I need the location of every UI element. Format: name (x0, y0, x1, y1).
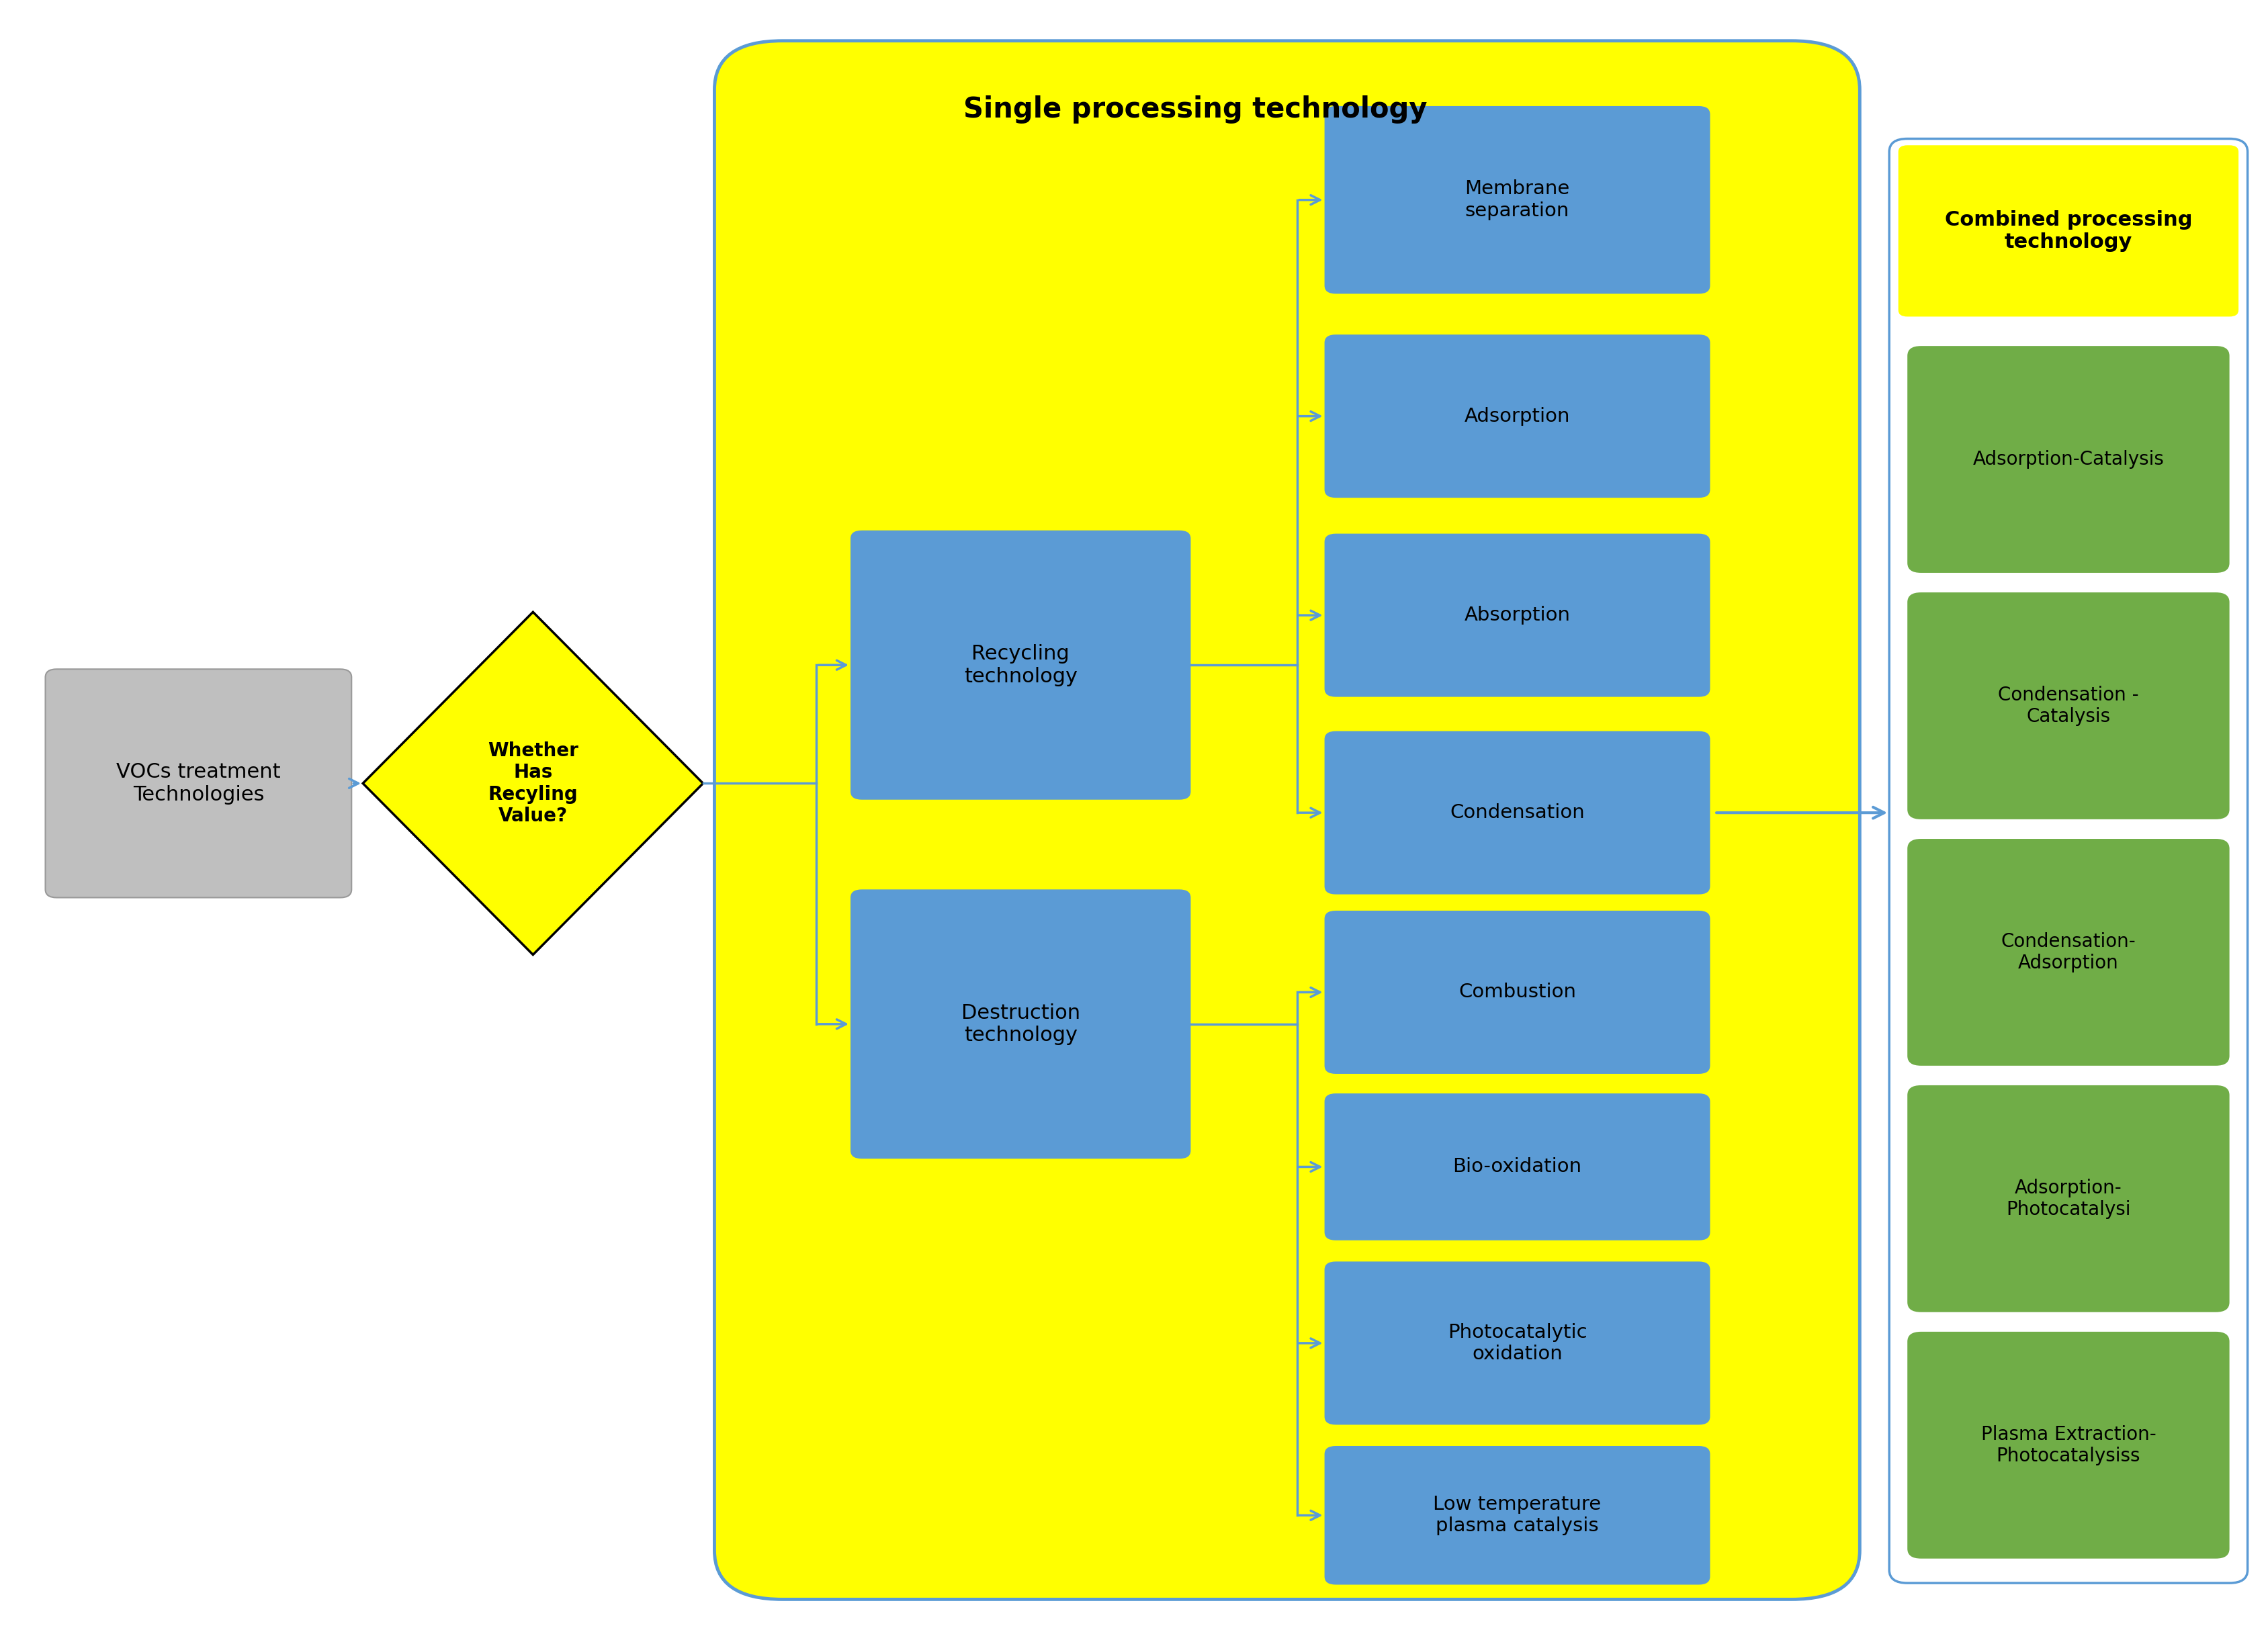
FancyBboxPatch shape (1907, 346, 2229, 573)
FancyBboxPatch shape (1325, 106, 1710, 294)
FancyBboxPatch shape (850, 889, 1191, 1159)
FancyBboxPatch shape (1889, 139, 2248, 1583)
Text: Adsorption-Catalysis: Adsorption-Catalysis (1973, 450, 2164, 468)
FancyBboxPatch shape (1325, 731, 1710, 894)
Text: Recycling
technology: Recycling technology (964, 645, 1077, 685)
Text: Plasma Extraction-
Photocatalysiss: Plasma Extraction- Photocatalysiss (1980, 1425, 2157, 1466)
Text: Adsorption-
Photocatalysi: Adsorption- Photocatalysi (2007, 1178, 2130, 1219)
FancyBboxPatch shape (1325, 335, 1710, 498)
Text: Condensation-
Adsorption: Condensation- Adsorption (2000, 932, 2136, 973)
Text: Membrane
separation: Membrane separation (1465, 180, 1569, 220)
FancyBboxPatch shape (850, 530, 1191, 800)
Text: Photocatalytic
oxidation: Photocatalytic oxidation (1447, 1324, 1588, 1363)
Text: Whether
Has
Recyling
Value?: Whether Has Recyling Value? (488, 741, 578, 826)
FancyBboxPatch shape (1907, 592, 2229, 819)
Text: Adsorption: Adsorption (1465, 406, 1569, 426)
FancyBboxPatch shape (1907, 1085, 2229, 1312)
Text: Low temperature
plasma catalysis: Low temperature plasma catalysis (1433, 1495, 1601, 1536)
FancyBboxPatch shape (714, 41, 1860, 1599)
Text: VOCs treatment
Technologies: VOCs treatment Technologies (116, 762, 281, 805)
FancyBboxPatch shape (45, 669, 352, 898)
Text: Destruction
technology: Destruction technology (962, 1004, 1080, 1044)
FancyBboxPatch shape (1907, 1332, 2229, 1559)
FancyBboxPatch shape (1325, 1446, 1710, 1585)
Polygon shape (363, 612, 703, 955)
FancyBboxPatch shape (1325, 911, 1710, 1074)
FancyBboxPatch shape (1325, 534, 1710, 697)
FancyBboxPatch shape (1907, 839, 2229, 1066)
FancyBboxPatch shape (1325, 1262, 1710, 1425)
Text: Combustion: Combustion (1458, 982, 1576, 1002)
Text: Combined processing
technology: Combined processing technology (1944, 211, 2193, 251)
Text: Condensation -
Catalysis: Condensation - Catalysis (1998, 685, 2139, 726)
Text: Absorption: Absorption (1465, 605, 1569, 625)
Text: Single processing technology: Single processing technology (964, 95, 1427, 124)
Text: Bio-oxidation: Bio-oxidation (1454, 1157, 1581, 1177)
Text: Condensation: Condensation (1449, 803, 1585, 823)
FancyBboxPatch shape (1898, 145, 2239, 317)
FancyBboxPatch shape (1325, 1093, 1710, 1240)
